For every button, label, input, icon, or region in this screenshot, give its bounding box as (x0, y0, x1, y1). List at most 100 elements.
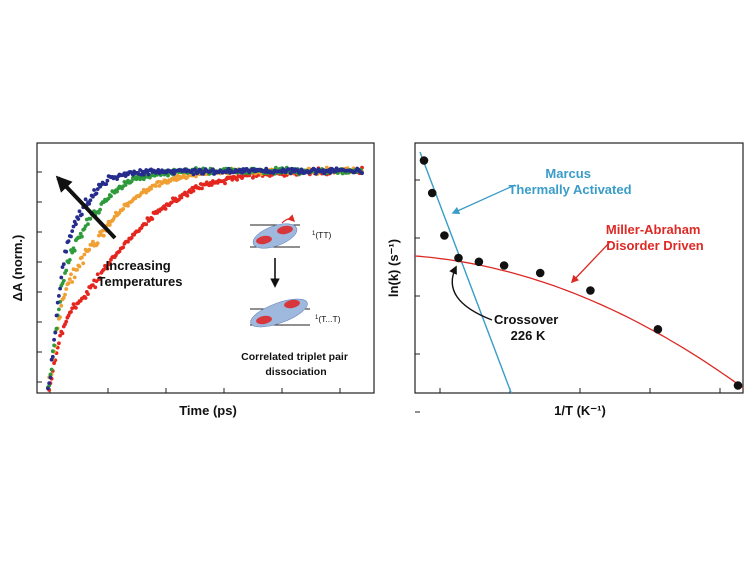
series-3 (46, 166, 364, 391)
miller-abraham-fit-line (415, 255, 743, 389)
data-point (251, 175, 255, 180)
data-point (126, 239, 130, 244)
rate-point (454, 253, 463, 263)
data-point (200, 186, 204, 191)
right-data-points (419, 156, 743, 390)
marcus-arrow (451, 184, 516, 214)
data-point (106, 196, 111, 201)
data-point (157, 184, 162, 188)
rate-point (535, 268, 545, 278)
data-point (87, 201, 92, 206)
data-point (109, 194, 113, 199)
data-point (98, 207, 102, 212)
data-point (100, 228, 105, 233)
data-point (48, 372, 53, 377)
crossover-label: Crossover 226 K (494, 312, 562, 343)
left-y-axis-title: ΔA (norm.) (10, 235, 25, 302)
triplet-pair-schematic: 1(TT) 1(T...T) Correlated triplet pair d… (241, 214, 351, 378)
inset-caption: Correlated triplet pair dissociation (241, 351, 351, 378)
right-axis-ticks (415, 179, 721, 413)
data-point (191, 189, 196, 193)
data-point (61, 295, 66, 300)
data-point (115, 189, 119, 194)
data-point (172, 172, 177, 176)
data-point (115, 177, 119, 182)
data-point (77, 264, 82, 269)
data-point (328, 170, 333, 175)
data-point (58, 286, 62, 291)
data-point (87, 247, 92, 252)
data-point (61, 262, 66, 266)
data-point (144, 222, 149, 227)
data-point (49, 367, 54, 372)
data-point (179, 195, 184, 200)
data-point (95, 241, 100, 246)
data-point (88, 216, 93, 221)
data-point (59, 275, 64, 280)
data-point (71, 224, 76, 229)
left-data-series (46, 165, 364, 392)
data-point (97, 210, 101, 215)
data-point (82, 252, 87, 257)
data-point (46, 386, 50, 391)
data-point (52, 337, 56, 342)
increasing-temperatures-arrow (55, 175, 117, 240)
data-point (86, 292, 90, 296)
rate-point (427, 188, 437, 198)
data-point (57, 294, 61, 298)
data-point (129, 235, 134, 240)
data-point (63, 292, 67, 297)
data-point (264, 166, 269, 171)
data-point (105, 266, 110, 271)
increasing-temperatures-label: Increasing Temperatures (97, 258, 182, 289)
data-point (83, 197, 88, 202)
data-point (91, 239, 95, 244)
data-point (274, 165, 278, 170)
rate-point (474, 257, 484, 267)
data-point (146, 172, 151, 177)
data-point (78, 231, 83, 236)
data-point (72, 248, 77, 253)
rate-point (586, 286, 595, 295)
data-point (54, 313, 59, 318)
data-point (107, 223, 112, 227)
state-label-tt: 1(TT) (312, 230, 332, 240)
data-point (66, 239, 71, 244)
miller-abraham-label: Miller-Abraham Disorder Driven (606, 222, 704, 253)
data-point (121, 207, 126, 211)
data-point (64, 249, 69, 254)
right-y-axis-title: ln(k) (s⁻¹) (386, 239, 401, 297)
data-point (64, 287, 69, 291)
data-point (61, 278, 66, 283)
right-x-axis-title: 1/T (K⁻¹) (554, 403, 606, 418)
data-point (70, 280, 75, 284)
data-point (75, 268, 79, 272)
data-point (81, 261, 86, 266)
data-point (92, 188, 96, 192)
data-point (324, 165, 329, 170)
data-point (57, 307, 61, 312)
data-point (54, 326, 59, 331)
data-point (126, 203, 130, 208)
data-point (74, 306, 78, 310)
data-point (58, 333, 62, 338)
data-point (66, 281, 71, 286)
data-point (129, 179, 134, 184)
data-point (94, 191, 99, 196)
data-point (60, 265, 65, 269)
data-point (86, 222, 90, 227)
data-point (57, 341, 61, 346)
data-point (71, 302, 76, 306)
data-point (67, 277, 72, 281)
data-point (107, 260, 112, 265)
data-point (91, 194, 95, 199)
data-point (105, 178, 110, 183)
data-point (288, 171, 293, 176)
data-point (52, 343, 56, 348)
miller-abraham-arrow (570, 241, 611, 284)
data-point (149, 187, 154, 191)
data-point (53, 330, 58, 335)
data-point (48, 375, 53, 380)
data-point (69, 310, 73, 314)
right-chart-panel: Marcus Thermally Activated Miller-Abraha… (386, 142, 744, 418)
